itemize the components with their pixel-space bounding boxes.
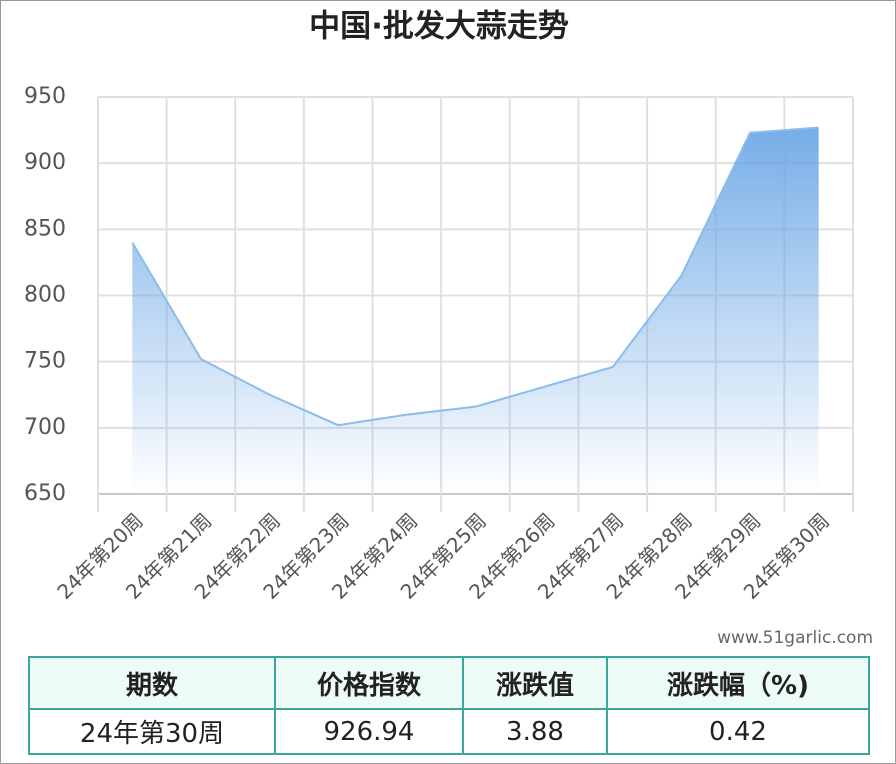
cell: 0.42 (606, 708, 870, 755)
watermark: www.51garlic.com (717, 628, 873, 648)
header-cell: 涨跌值 (462, 656, 608, 710)
y-tick-label: 700 (24, 415, 66, 440)
area (132, 127, 819, 495)
header-cell: 期数 (28, 656, 276, 710)
summary-table: 期数 价格指数 涨跌值 涨跌幅（%) 24年第30周 926.94 3.88 0… (28, 656, 870, 755)
y-tick-label: 900 (24, 150, 66, 175)
y-tick-label: 950 (24, 84, 66, 109)
y-tick-label: 750 (24, 349, 66, 374)
y-tick-label: 800 (24, 283, 66, 308)
chart: 中国·批发大蒜走势 www.51garlic.com 650 700 750 800 8… (24, 9, 873, 649)
chart-title: 中国·批发大蒜走势 (309, 9, 569, 45)
y-tick-label: 650 (24, 481, 66, 506)
header-cell: 价格指数 (274, 656, 464, 710)
cell: 926.94 (274, 708, 464, 755)
line (131, 126, 819, 427)
cell: 24年第30周 (28, 708, 276, 755)
y-tick-label: 850 (24, 216, 66, 241)
cell: 3.88 (462, 708, 608, 755)
header-cell: 涨跌幅（%) (606, 656, 870, 710)
